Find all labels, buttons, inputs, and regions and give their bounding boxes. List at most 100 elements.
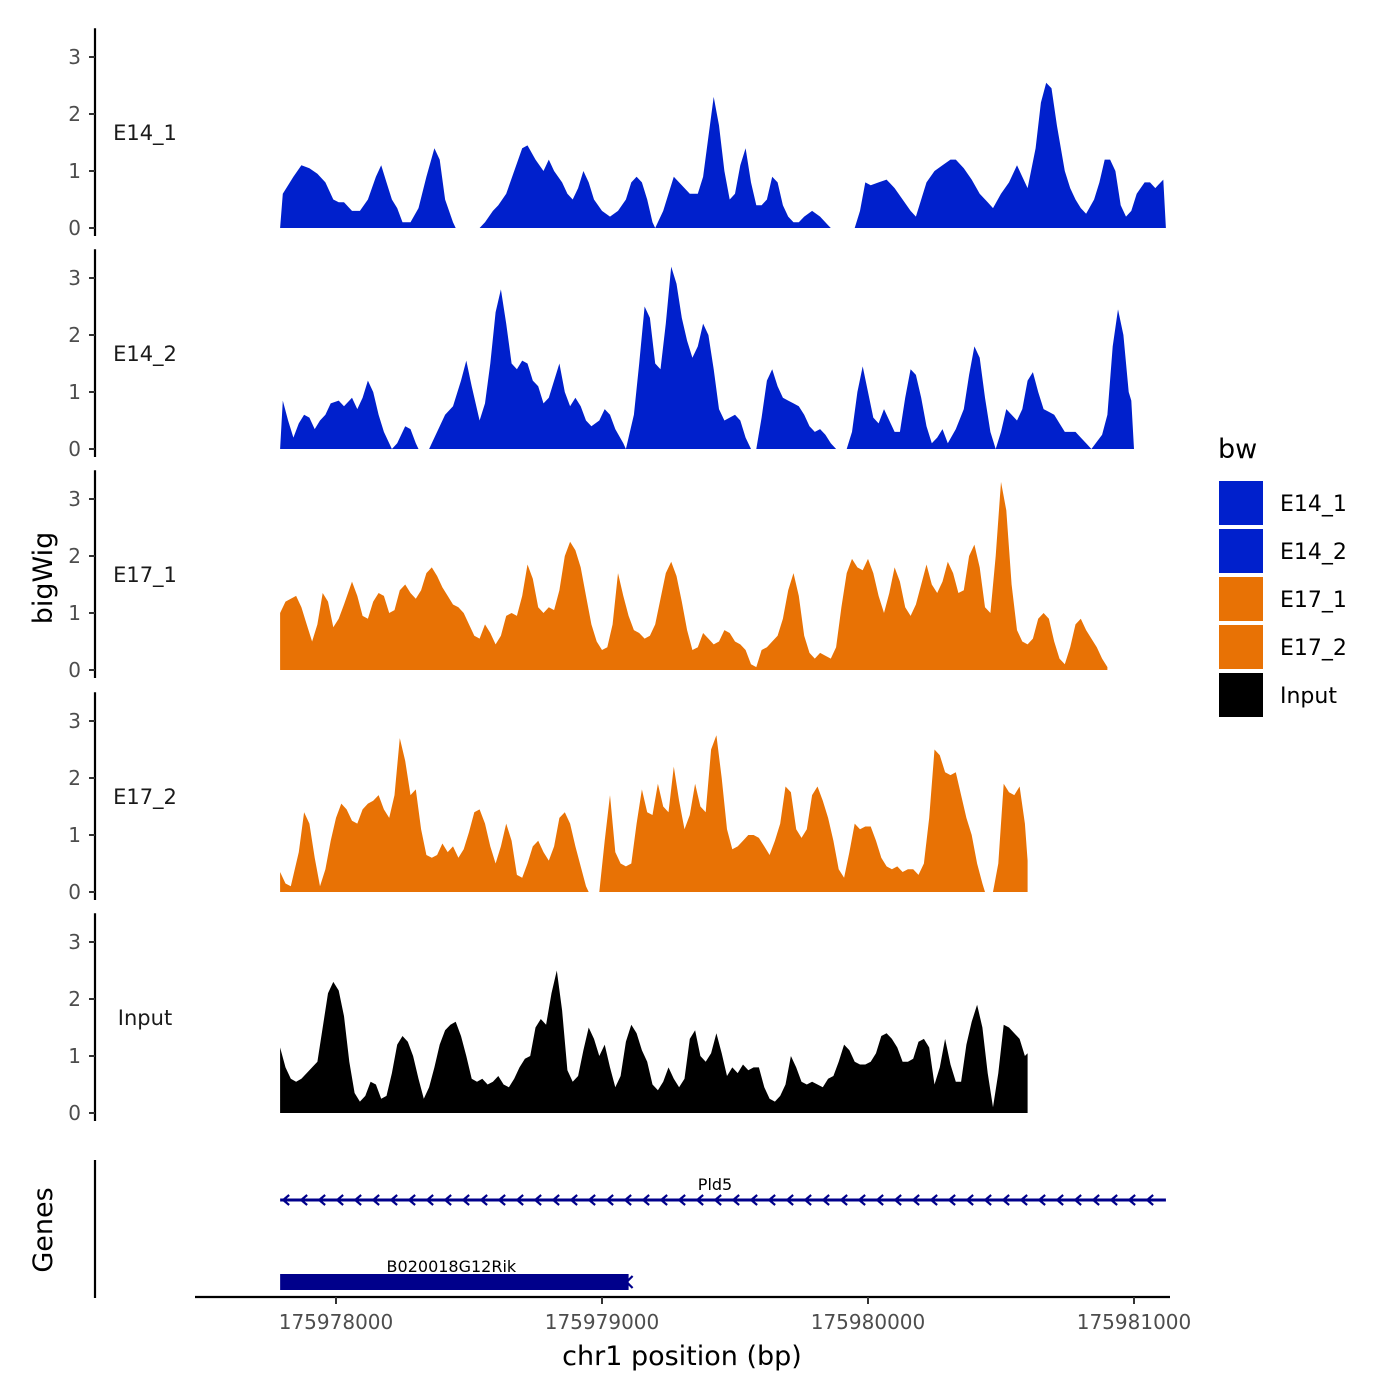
strand-arrow (911, 1194, 920, 1206)
x-axis: 175978000 175979000 175980000 175981000 (195, 1295, 1192, 1334)
strand-arrow (1037, 1194, 1046, 1206)
y-tick-label: 2 (68, 766, 81, 790)
x-axis-title: chr1 position (bp) (562, 1341, 802, 1372)
strand-arrow (857, 1194, 866, 1206)
legend-item-E14_1: E14_1 (1219, 481, 1347, 525)
y-tick-label: 2 (68, 544, 81, 568)
strand-arrow (443, 1194, 452, 1206)
legend-swatch (1219, 625, 1263, 669)
strand-arrow (839, 1194, 848, 1206)
track-panels: 0 1 2 3 E14_1 0 1 2 3 E14_2 0 1 2 3 E17_1 0 1 2 3 E17_2 0 1 2 3… (68, 28, 1166, 1125)
legend-item-Input: Input (1219, 673, 1337, 717)
strand-arrow (479, 1194, 488, 1206)
strand-arrow (1019, 1194, 1028, 1206)
x-tick-label: 175980000 (811, 1310, 926, 1334)
strand-arrow (1145, 1194, 1154, 1206)
strand-arrow (281, 1194, 290, 1206)
x-tick-label: 175981000 (1077, 1310, 1192, 1334)
strand-arrow (425, 1194, 434, 1206)
y-tick-label: 3 (68, 266, 81, 290)
strand-arrow (299, 1194, 308, 1206)
strand-arrow (659, 1194, 668, 1206)
y-tick-label: 0 (68, 1101, 81, 1125)
track-E17_2: 0 1 2 3 E17_2 (68, 692, 1028, 904)
strand-arrow (695, 1194, 704, 1206)
track-Input: 0 1 2 3 Input (68, 913, 1028, 1125)
y-tick-label: 0 (68, 658, 81, 682)
genes-axis-title: Genes (28, 1187, 59, 1272)
strand-arrow (625, 1275, 634, 1289)
strand-arrow (353, 1194, 362, 1206)
strand-arrow (965, 1194, 974, 1206)
legend-item-E17_2: E17_2 (1219, 625, 1347, 669)
strand-arrow (407, 1194, 416, 1206)
gene-Pld5: Pld5 (280, 1175, 1166, 1206)
strand-arrow (569, 1194, 578, 1206)
strand-arrow (641, 1194, 650, 1206)
strand-arrow (371, 1194, 380, 1206)
strand-arrow (731, 1194, 740, 1206)
track-label-E17_1: E17_1 (113, 563, 177, 588)
legend-swatch (1219, 529, 1263, 573)
legend-item-E14_2: E14_2 (1219, 529, 1347, 573)
strand-arrow (587, 1194, 596, 1206)
strand-arrow (983, 1194, 992, 1206)
legend-title: bw (1218, 434, 1257, 465)
gene-B020018G12Rik: B020018G12Rik (280, 1257, 634, 1290)
strand-arrow (785, 1194, 794, 1206)
y-tick-label: 2 (68, 987, 81, 1011)
strand-arrow (317, 1194, 326, 1206)
strand-arrow (875, 1194, 884, 1206)
strand-arrow (947, 1194, 956, 1206)
strand-arrow (515, 1194, 524, 1206)
track-label-E14_2: E14_2 (113, 342, 177, 367)
genes-panel: Pld5 B020018G12Rik (93, 1160, 1166, 1298)
y-tick-label: 1 (68, 380, 81, 404)
strand-arrow (623, 1194, 632, 1206)
gene-label: Pld5 (698, 1175, 732, 1194)
y-tick-label: 1 (68, 159, 81, 183)
track-E17_1: 0 1 2 3 E17_1 (68, 470, 1108, 682)
legend-swatch (1219, 673, 1263, 717)
strand-arrow (1001, 1194, 1010, 1206)
track-E14_1: 0 1 2 3 E14_1 (68, 28, 1166, 240)
strand-arrow (767, 1194, 776, 1206)
strand-arrow (533, 1194, 542, 1206)
legend-label: E14_2 (1280, 540, 1347, 565)
legend-swatch (1219, 577, 1263, 621)
strand-arrow (821, 1194, 830, 1206)
strand-arrow (461, 1194, 470, 1206)
legend-item-E17_1: E17_1 (1219, 577, 1347, 621)
strand-arrow (1091, 1194, 1100, 1206)
y-tick-label: 3 (68, 709, 81, 733)
legend: bw E14_1 E14_2 E17_1 E17_2 Input (1218, 434, 1347, 717)
y-tick-label: 0 (68, 880, 81, 904)
track-label-Input: Input (118, 1006, 172, 1030)
legend-label: E14_1 (1280, 492, 1347, 517)
strand-arrow (551, 1194, 560, 1206)
strand-arrow (1055, 1194, 1064, 1206)
strand-arrow (605, 1194, 614, 1206)
gene-body (280, 1274, 629, 1290)
track-label-E14_1: E14_1 (113, 121, 177, 146)
legend-swatch (1219, 481, 1263, 525)
legend-label: Input (1280, 684, 1337, 709)
track-E14_2: 0 1 2 3 E14_2 (68, 249, 1135, 461)
strand-arrow (929, 1194, 938, 1206)
strand-arrow (749, 1194, 758, 1206)
y-axis-title: bigWig (28, 532, 59, 625)
y-tick-label: 2 (68, 323, 81, 347)
legend-label: E17_2 (1280, 636, 1347, 661)
strand-arrow (713, 1194, 722, 1206)
area-E14_1 (280, 82, 1166, 228)
y-tick-label: 3 (68, 45, 81, 69)
track-label-E17_2: E17_2 (113, 785, 177, 810)
y-tick-label: 1 (68, 1044, 81, 1068)
y-tick-label: 3 (68, 487, 81, 511)
y-tick-label: 0 (68, 216, 81, 240)
area-E17_1 (280, 481, 1108, 670)
strand-arrow (677, 1194, 686, 1206)
y-tick-label: 2 (68, 102, 81, 126)
area-E14_2 (280, 266, 1135, 449)
